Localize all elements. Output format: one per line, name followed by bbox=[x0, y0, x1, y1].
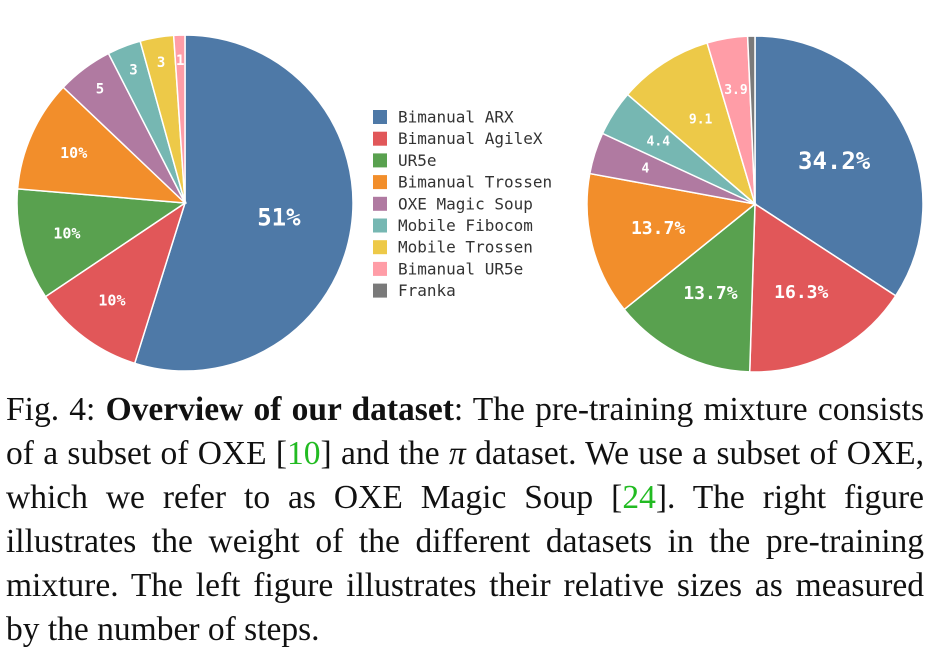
slice-label-ur5e: 10% bbox=[53, 225, 80, 243]
slice-label-bimanual-agilex: 16.3% bbox=[774, 282, 828, 303]
legend-swatch-bimanual-arx bbox=[373, 110, 387, 124]
slice-label-bimanual-agilex: 10% bbox=[98, 292, 125, 310]
slice-label-bimanual-ur5e: 1 bbox=[176, 53, 184, 69]
legend-swatch-bimanual-agilex bbox=[373, 131, 387, 146]
right-pie-chart: 34.2% 16.3% 13.7% 13.7% 4 4.4 9.1 3.9 bbox=[586, 35, 924, 373]
caption-text-3: dataset. We use a subset of OXE, which w… bbox=[6, 435, 924, 516]
caption-prefix: Fig. 4: bbox=[6, 391, 106, 428]
slice-label-oxe-magic-soup: 4 bbox=[641, 162, 649, 177]
pie-slice-franka bbox=[746, 35, 756, 205]
pie-slice-mobile-trossen bbox=[626, 42, 757, 207]
slice-label-mobile-fibocom: 4.4 bbox=[647, 134, 671, 149]
caption-text-4: ]. The right figure illustrates the weig… bbox=[6, 479, 924, 648]
slice-label-bimanual-ur5e: 3.9 bbox=[724, 83, 747, 98]
slice-label-bimanual-trossen: 13.7% bbox=[631, 218, 685, 239]
slice-label-bimanual-arx: 51% bbox=[257, 203, 301, 231]
left-pie-chart: 51%10%10%10%53 3 1 bbox=[16, 34, 354, 372]
pie-slice-bimanual-agilex bbox=[44, 201, 187, 365]
slice-label-mobile-trossen: 3 bbox=[157, 55, 165, 71]
citation-link[interactable]: 10 bbox=[287, 435, 321, 472]
pie-slice-ur5e bbox=[623, 202, 756, 373]
pie-slice-bimanual-trossen bbox=[586, 172, 757, 311]
legend-label-mobile-fibocom: Mobile Fibocom bbox=[398, 216, 533, 235]
legend-label-bimanual-ur5e: Bimanual UR5e bbox=[398, 259, 523, 278]
legend-label-ur5e: UR5e bbox=[398, 151, 437, 170]
pie-slice-bimanual-trossen bbox=[16, 86, 188, 204]
legend-swatch-bimanual-trossen bbox=[373, 175, 387, 190]
legend-label-bimanual-agilex: Bimanual AgileX bbox=[398, 129, 543, 148]
pie-slice-bimanual-agilex bbox=[748, 202, 897, 373]
pi-symbol: π bbox=[448, 435, 466, 472]
legend: Bimanual ARX Bimanual AgileX UR5e Bimanual … bbox=[373, 108, 552, 300]
legend-swatch-oxe-magic-soup bbox=[373, 196, 387, 211]
legend-label-mobile-trossen: Mobile Trossen bbox=[398, 238, 533, 257]
slice-label-mobile-fibocom: 3 bbox=[129, 63, 137, 79]
caption-title: Overview of our dataset bbox=[105, 391, 454, 428]
pie-slice-ur5e bbox=[16, 188, 188, 298]
slice-label-oxe-magic-soup: 5 bbox=[96, 81, 104, 97]
figure-caption: Fig. 4: Overview of our dataset: The pre… bbox=[6, 388, 924, 652]
legend-swatch-mobile-fibocom bbox=[373, 218, 387, 233]
legend-label-oxe-magic-soup: OXE Magic Soup bbox=[398, 194, 533, 213]
figure: 51% 10% 10% 10% 5 3 3 1 Bimanual ARX Bimanual Ag… bbox=[16, 34, 924, 373]
slice-label-mobile-trossen: 9.1 bbox=[689, 113, 713, 128]
legend-label-bimanual-arx: Bimanual ARX bbox=[398, 108, 514, 127]
legend-label-franka: Franka bbox=[398, 281, 456, 300]
slice-label-bimanual-arx: 34.2% bbox=[798, 147, 871, 175]
citation-link[interactable]: 24 bbox=[622, 479, 656, 516]
caption-text-1: : The pre-training mixture consists of a… bbox=[6, 391, 924, 472]
legend-swatch-mobile-trossen bbox=[373, 240, 387, 255]
legend-label-bimanual-trossen: Bimanual Trossen bbox=[398, 173, 552, 192]
slice-label-ur5e: 13.7% bbox=[683, 283, 737, 304]
legend-swatch-bimanual-ur5e bbox=[373, 261, 387, 276]
legend-swatch-ur5e bbox=[373, 153, 387, 168]
pie-slice-bimanual-arx bbox=[133, 34, 354, 372]
legend-swatch-franka bbox=[373, 283, 387, 298]
slice-label-bimanual-trossen: 10% bbox=[60, 144, 87, 162]
pie-slice-bimanual-ur5e bbox=[172, 34, 186, 204]
caption-text-2: ] and the bbox=[320, 435, 449, 472]
